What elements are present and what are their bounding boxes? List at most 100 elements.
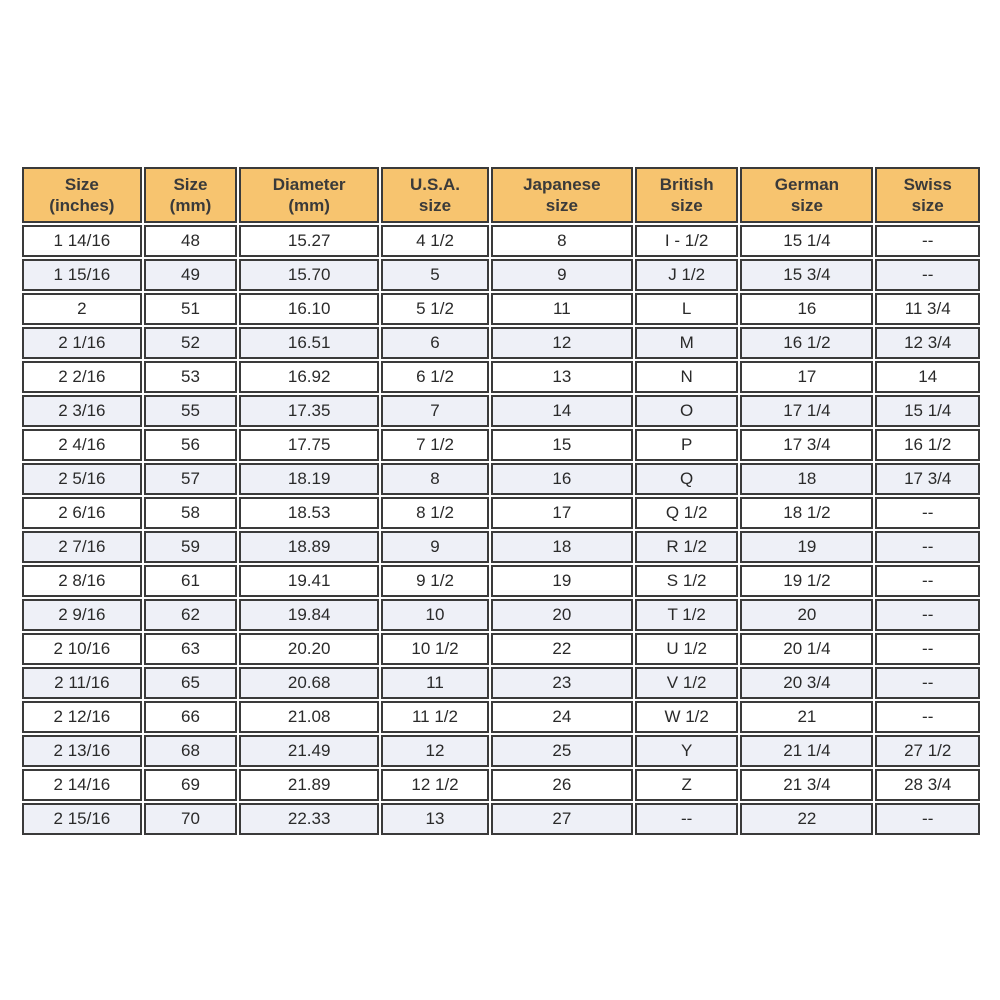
table-row: 2 14/16 69 21.89 12 1/2 26 Z 21 3/4 28 3/4: [22, 769, 980, 801]
table-cell: 2 4/16: [22, 429, 142, 461]
table-cell: --: [875, 531, 980, 563]
table-row: 2 6/16 58 18.53 8 1/2 17 Q 1/2 18 1/2 --: [22, 497, 980, 529]
table-cell: T 1/2: [634, 599, 739, 631]
table-cell: 13: [381, 803, 489, 835]
table-cell: M: [634, 327, 739, 359]
table-cell: 23: [490, 667, 633, 699]
table-cell: 11 3/4: [875, 293, 980, 325]
table-cell: 7 1/2: [381, 429, 489, 461]
table-cell: 16.92: [239, 361, 380, 393]
table-cell: 9: [381, 531, 489, 563]
table-cell: 21.89: [239, 769, 380, 801]
header-text: Size: [173, 175, 208, 194]
table-cell: 2 13/16: [22, 735, 142, 767]
table-cell: 28 3/4: [875, 769, 980, 801]
table-cell: 10 1/2: [381, 633, 489, 665]
table-cell: 12: [490, 327, 633, 359]
table-row: 2 12/16 66 21.08 11 1/2 24 W 1/2 21 --: [22, 701, 980, 733]
table-cell: Y: [634, 735, 739, 767]
table-cell: 51: [143, 293, 238, 325]
table-cell: 11: [490, 293, 633, 325]
table-cell: U 1/2: [634, 633, 739, 665]
table-cell: 20 3/4: [740, 667, 874, 699]
table-cell: 52: [143, 327, 238, 359]
table-row: 2 13/16 68 21.49 12 25 Y 21 1/4 27 1/2: [22, 735, 980, 767]
table-row: 2 11/16 65 20.68 11 23 V 1/2 20 3/4 --: [22, 667, 980, 699]
table-cell: 62: [143, 599, 238, 631]
table-cell: 21.49: [239, 735, 380, 767]
table-cell: 21: [740, 701, 874, 733]
table-cell: 24: [490, 701, 633, 733]
table-cell: 66: [143, 701, 238, 733]
table-cell: 18.53: [239, 497, 380, 529]
table-cell: 21 3/4: [740, 769, 874, 801]
header-text: German: [774, 175, 840, 194]
table-cell: 12 3/4: [875, 327, 980, 359]
table-cell: 59: [143, 531, 238, 563]
table-cell: Q 1/2: [634, 497, 739, 529]
table-cell: 16.10: [239, 293, 380, 325]
table-cell: 17 1/4: [740, 395, 874, 427]
header-text: British: [659, 175, 714, 194]
table-cell: 15 3/4: [740, 259, 874, 291]
table-cell: 20: [490, 599, 633, 631]
column-header: Size (inches): [22, 167, 142, 223]
table-cell: 17 3/4: [875, 463, 980, 495]
table-cell: 2 15/16: [22, 803, 142, 835]
table-cell: 63: [143, 633, 238, 665]
table-row: 2 4/16 56 17.75 7 1/2 15 P 17 3/4 16 1/2: [22, 429, 980, 461]
table-cell: 20: [740, 599, 874, 631]
table-cell: 27: [490, 803, 633, 835]
table-row: 2 1/16 52 16.51 6 12 M 16 1/2 12 3/4: [22, 327, 980, 359]
table-cell: L: [634, 293, 739, 325]
table-cell: 13: [490, 361, 633, 393]
table-cell: 26: [490, 769, 633, 801]
table-cell: J 1/2: [634, 259, 739, 291]
table-cell: 20.68: [239, 667, 380, 699]
table-cell: 16.51: [239, 327, 380, 359]
table-cell: P: [634, 429, 739, 461]
table-row: 2 8/16 61 19.41 9 1/2 19 S 1/2 19 1/2 --: [22, 565, 980, 597]
table-cell: --: [875, 565, 980, 597]
table-cell: 18.89: [239, 531, 380, 563]
table-cell: 22: [740, 803, 874, 835]
table-cell: 15 1/4: [740, 225, 874, 257]
header-text: size: [790, 196, 823, 215]
table-cell: 14: [875, 361, 980, 393]
table-cell: 11 1/2: [381, 701, 489, 733]
table-cell: S 1/2: [634, 565, 739, 597]
table-cell: Q: [634, 463, 739, 495]
table-cell: 22: [490, 633, 633, 665]
table-cell: 19.84: [239, 599, 380, 631]
header-text: size: [545, 196, 578, 215]
table-cell: 8: [381, 463, 489, 495]
table-cell: 19.41: [239, 565, 380, 597]
table-row: 2 10/16 63 20.20 10 1/2 22 U 1/2 20 1/4 --: [22, 633, 980, 665]
table-row: 2 5/16 57 18.19 8 16 Q 18 17 3/4: [22, 463, 980, 495]
table-cell: 12 1/2: [381, 769, 489, 801]
header-text: (mm): [288, 196, 330, 215]
table-cell: 11: [381, 667, 489, 699]
table-cell: 69: [143, 769, 238, 801]
table-cell: --: [875, 259, 980, 291]
header-text: size: [418, 196, 452, 215]
header-text: Size: [64, 175, 99, 194]
table-cell: 17: [490, 497, 633, 529]
table-row: 2 15/16 70 22.33 13 27 -- 22 --: [22, 803, 980, 835]
table-cell: 2 5/16: [22, 463, 142, 495]
column-header: U.S.A. size: [381, 167, 489, 223]
table-cell: 2 12/16: [22, 701, 142, 733]
table-cell: O: [634, 395, 739, 427]
table-row: 2 2/16 53 16.92 6 1/2 13 N 17 14: [22, 361, 980, 393]
column-header: German size: [740, 167, 874, 223]
table-cell: 17.75: [239, 429, 380, 461]
table-cell: 55: [143, 395, 238, 427]
header-text: size: [911, 196, 944, 215]
table-cell: I - 1/2: [634, 225, 739, 257]
header-text: Swiss: [903, 175, 952, 194]
table-cell: --: [875, 667, 980, 699]
table-row: 1 14/16 48 15.27 4 1/2 8 I - 1/2 15 1/4 --: [22, 225, 980, 257]
table-cell: 58: [143, 497, 238, 529]
table-cell: 16 1/2: [740, 327, 874, 359]
table-cell: 8: [490, 225, 633, 257]
